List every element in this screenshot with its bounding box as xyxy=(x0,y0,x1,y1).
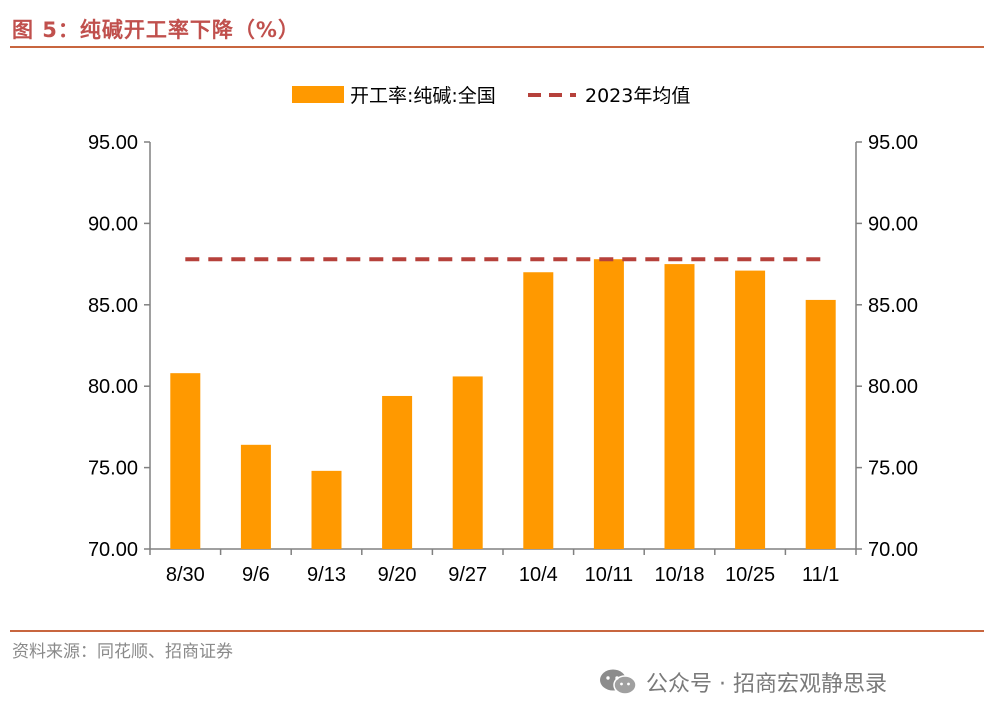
x-tick-label: 9/6 xyxy=(242,564,270,586)
y-tick-label-right: 70.00 xyxy=(868,539,918,561)
bar-9/20 xyxy=(382,395,413,549)
legend-bar-swatch xyxy=(292,86,344,103)
y-tick-label-left: 85.00 xyxy=(88,295,138,317)
watermark: 公众号 · 招商宏观静思录 xyxy=(598,666,887,698)
x-tick-label: 9/20 xyxy=(378,564,417,586)
y-tick-label-right: 80.00 xyxy=(868,376,918,398)
y-tick-label-left: 75.00 xyxy=(88,458,138,480)
y-tick-label-right: 75.00 xyxy=(868,458,918,480)
x-tick-label: 10/11 xyxy=(585,564,634,586)
x-tick-label: 9/13 xyxy=(307,564,346,586)
y-tick-label-right: 85.00 xyxy=(868,295,918,317)
bars xyxy=(170,259,836,549)
bar-10/18 xyxy=(664,264,695,549)
x-tick-label: 10/4 xyxy=(519,564,558,586)
x-tick-label: 9/27 xyxy=(448,564,487,586)
source-note: 资料来源：同花顺、招商证券 xyxy=(12,642,233,662)
legend: 开工率:纯碱:全国 2023年均值 xyxy=(292,85,690,107)
legend-line-label: 2023年均值 xyxy=(585,85,690,107)
y-tick-label-left: 95.00 xyxy=(88,132,138,154)
wechat-icon xyxy=(600,669,637,695)
figure-title: 图 5：纯碱开工率下降（%） xyxy=(12,18,300,42)
bar-9/6 xyxy=(240,444,271,549)
chart: 开工率:纯碱:全国 2023年均值 70.00 75.00 80.00 85.00 90… xyxy=(88,85,918,586)
axis-labels: 70.00 75.00 80.00 85.00 90.00 95.00 70.00 75.00… xyxy=(88,132,918,586)
y-tick-label-right: 90.00 xyxy=(868,213,918,235)
y-tick-label-right: 95.00 xyxy=(868,132,918,154)
bar-10/11 xyxy=(593,259,624,549)
bar-10/4 xyxy=(523,272,554,549)
y-tick-label-left: 80.00 xyxy=(88,376,138,398)
bar-8/30 xyxy=(170,373,201,549)
bar-11/1 xyxy=(805,299,836,549)
x-tick-label: 10/25 xyxy=(725,564,775,586)
x-tick-label: 8/30 xyxy=(166,564,205,586)
legend-bar-label: 开工率:纯碱:全国 xyxy=(350,85,496,107)
x-tick-label: 11/1 xyxy=(802,564,839,586)
bar-9/13 xyxy=(311,470,342,549)
watermark-text: 公众号 · 招商宏观静思录 xyxy=(646,672,887,697)
y-tick-label-left: 70.00 xyxy=(88,539,138,561)
footer-rule xyxy=(10,630,984,632)
title-rule xyxy=(10,46,984,48)
bar-9/27 xyxy=(452,376,483,549)
x-tick-label: 10/18 xyxy=(654,564,704,586)
y-tick-label-left: 90.00 xyxy=(88,213,138,235)
bar-10/25 xyxy=(735,270,766,549)
